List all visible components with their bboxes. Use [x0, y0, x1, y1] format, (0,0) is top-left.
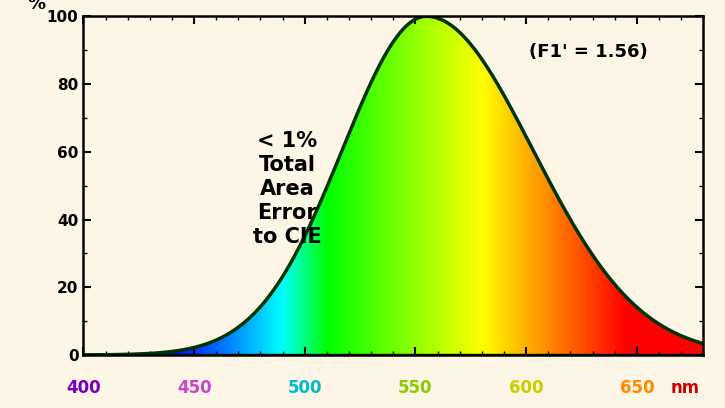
Text: 600: 600	[509, 379, 544, 397]
Text: (F1' = 1.56): (F1' = 1.56)	[529, 43, 647, 62]
Text: 500: 500	[288, 379, 322, 397]
Text: < 1%
Total
Area
Error
to CIE: < 1% Total Area Error to CIE	[253, 131, 321, 248]
Text: 550: 550	[398, 379, 433, 397]
Text: nm: nm	[671, 379, 700, 397]
Text: 650: 650	[620, 379, 654, 397]
Text: 450: 450	[177, 379, 212, 397]
Text: %: %	[28, 0, 46, 13]
Text: 400: 400	[66, 379, 101, 397]
